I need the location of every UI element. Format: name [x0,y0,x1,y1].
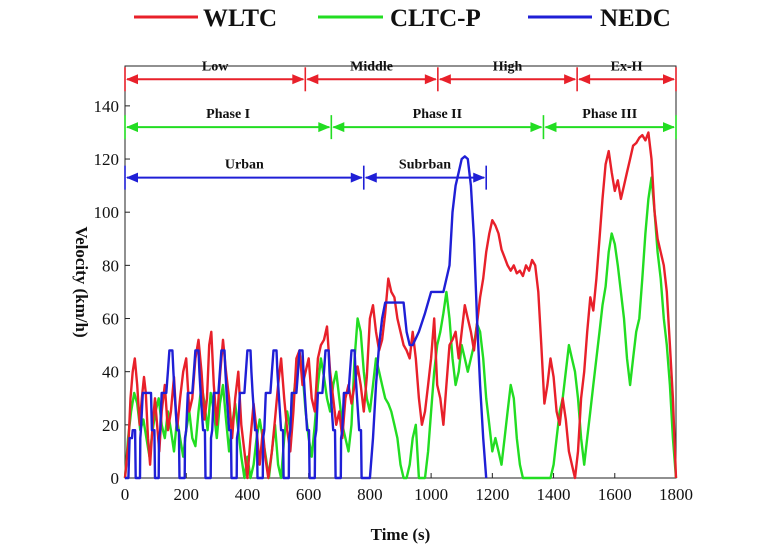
legend-label: NEDC [600,5,671,32]
y-tick-label: 120 [94,150,120,169]
phase-label: Middle [350,59,393,74]
chart-axes: 0 200 400 600 800 1000 1200 1400 1600 1800 0 20 40 60… [94,65,693,504]
phase-arrow-left [126,172,138,183]
phase-label: Ex-H [611,59,643,74]
phase-arrow-right [292,74,305,85]
x-axis-label: Time (s) [371,525,431,544]
phase-label: Phase I [206,107,250,122]
phase-arrow-left [306,74,319,85]
y-tick-label: 0 [111,469,120,488]
x-tick-label: 0 [121,485,130,504]
phase-arrow-left [126,122,138,133]
y-tick-label: 100 [94,203,120,222]
x-tick-label: 400 [235,485,261,504]
x-tick-label: 600 [296,485,322,504]
x-tick-label: 1600 [598,485,632,504]
phase-arrow-left [544,122,557,133]
y-tick-label: 140 [94,97,120,116]
phase-label: Low [202,59,229,74]
x-tick-label: 1000 [414,485,448,504]
y-tick-label: 80 [102,256,119,275]
series-line-wltc [123,131,678,480]
phase-arrow-left [332,122,345,133]
series-line-cltc-p [123,176,678,480]
phase-label: Phase II [413,107,462,122]
phase-arrow-right [530,122,543,133]
phase-arrow-left [364,172,377,183]
phase-arrow-left [126,74,138,85]
phase-arrow-right [564,74,577,85]
x-tick-label: 800 [357,485,383,504]
phase-arrow-right [350,172,363,183]
phase-arrow-left [578,74,591,85]
phase-label: High [493,59,523,74]
phase-label: Phase III [582,107,637,122]
phase-arrow-right [473,172,486,183]
legend-label: CLTC-P [390,5,481,32]
phase-annotations: Low Middle High Ex-H Phase I Phase II Phase II… [124,59,677,190]
chart-legend: WLTC CLTC-P NEDC [134,5,671,32]
y-tick-label: 60 [102,310,119,329]
plot-frame [124,65,677,479]
phase-label: Urban [225,158,264,173]
phase-arrow-right [663,74,675,85]
series-line-nedc [125,155,488,480]
phase-arrow-right [663,122,675,133]
x-tick-label: 1400 [537,485,571,504]
y-axis-label: Velocity (km/h) [72,226,91,337]
x-tick-label: 1200 [475,485,509,504]
y-tick-label: 40 [102,363,119,382]
phase-arrow-right [318,122,331,133]
series-layer [123,131,678,480]
x-tick-label: 1800 [659,485,693,504]
phase-arrow-right [424,74,437,85]
x-tick-label: 200 [173,485,199,504]
phase-label: Subrban [399,158,451,173]
y-tick-label: 20 [102,416,119,435]
phase-arrow-left [438,74,451,85]
legend-label: WLTC [203,5,277,32]
